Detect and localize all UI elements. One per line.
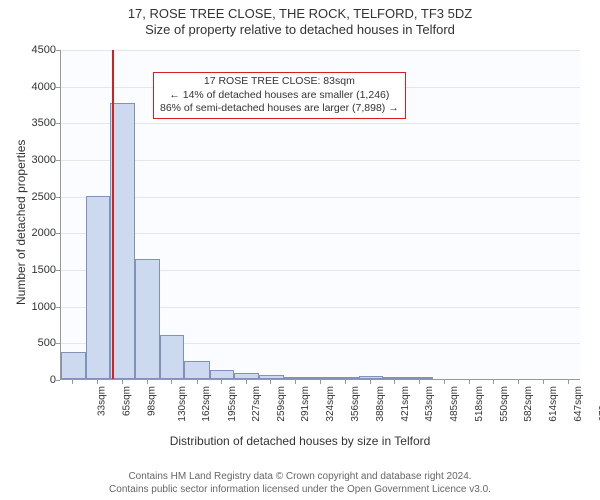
y-tick-label: 4000 (6, 81, 56, 93)
x-tick-label: 324sqm (326, 386, 337, 422)
x-tick-mark (568, 380, 569, 384)
gridline (61, 50, 580, 51)
y-tick-label: 3000 (6, 154, 56, 166)
x-tick-mark (469, 380, 470, 384)
footnote: Contains HM Land Registry data © Crown c… (0, 471, 600, 496)
x-tick-mark (345, 380, 346, 384)
x-tick-label: 130sqm (177, 386, 188, 422)
x-tick-label: 518sqm (474, 386, 485, 422)
x-tick-mark (197, 380, 198, 384)
x-tick-mark (72, 380, 73, 384)
histogram-bar (284, 377, 309, 379)
x-tick-mark (295, 380, 296, 384)
y-tick-label: 2500 (6, 191, 56, 203)
title-line-1: 17, ROSE TREE CLOSE, THE ROCK, TELFORD, … (0, 6, 600, 22)
histogram-bar (184, 361, 209, 379)
annotation-line-1: 17 ROSE TREE CLOSE: 83sqm (160, 75, 399, 89)
histogram-bar (86, 196, 111, 379)
x-tick-label: 647sqm (573, 386, 584, 422)
x-tick-label: 421sqm (400, 386, 411, 422)
histogram-bar (160, 335, 185, 379)
title-block: 17, ROSE TREE CLOSE, THE ROCK, TELFORD, … (0, 0, 600, 39)
x-tick-label: 291sqm (300, 386, 311, 422)
annotation-line-2: ← 14% of detached houses are smaller (1,… (160, 89, 399, 103)
x-tick-label: 614sqm (548, 386, 559, 422)
x-tick-mark (518, 380, 519, 384)
x-tick-mark (147, 380, 148, 384)
x-axis-title: Distribution of detached houses by size … (0, 434, 600, 448)
x-tick-label: 582sqm (523, 386, 534, 422)
x-tick-mark (270, 380, 271, 384)
histogram-bar (259, 375, 284, 379)
x-tick-mark (97, 380, 98, 384)
histogram-bar (359, 376, 384, 379)
y-tick-label: 2000 (6, 227, 56, 239)
x-tick-label: 388sqm (375, 386, 386, 422)
x-tick-mark (394, 380, 395, 384)
x-tick-mark (493, 380, 494, 384)
x-tick-label: 259sqm (276, 386, 287, 422)
plot-area: 17 ROSE TREE CLOSE: 83sqm ← 14% of detac… (60, 50, 580, 380)
footnote-line-1: Contains HM Land Registry data © Crown c… (0, 471, 600, 484)
histogram-bar (408, 377, 433, 379)
x-tick-mark (370, 380, 371, 384)
gridline (61, 123, 580, 124)
x-tick-label: 195sqm (227, 386, 238, 422)
y-tick-label: 3500 (6, 117, 56, 129)
gridline (61, 197, 580, 198)
histogram-bar (309, 377, 334, 379)
y-tick-label: 1000 (6, 301, 56, 313)
annotation-line-3: 86% of semi-detached houses are larger (… (160, 102, 399, 116)
x-tick-label: 162sqm (201, 386, 212, 422)
histogram-bar (210, 370, 235, 379)
x-tick-mark (122, 380, 123, 384)
x-tick-mark (543, 380, 544, 384)
histogram-bar (333, 377, 358, 379)
gridline (61, 233, 580, 234)
x-tick-label: 485sqm (449, 386, 460, 422)
x-tick-mark (171, 380, 172, 384)
histogram-bar (383, 377, 408, 379)
x-tick-label: 65sqm (121, 386, 132, 416)
gridline (61, 160, 580, 161)
x-tick-mark (221, 380, 222, 384)
x-tick-label: 550sqm (499, 386, 510, 422)
chart: Number of detached properties 0500100015… (0, 42, 600, 442)
title-line-2: Size of property relative to detached ho… (0, 22, 600, 38)
annotation-box: 17 ROSE TREE CLOSE: 83sqm ← 14% of detac… (153, 72, 406, 119)
histogram-bar (135, 259, 160, 379)
reference-line (112, 50, 114, 379)
y-tick-label: 1500 (6, 264, 56, 276)
x-tick-mark (246, 380, 247, 384)
y-tick-label: 500 (6, 337, 56, 349)
histogram-bar (234, 373, 259, 379)
x-tick-mark (419, 380, 420, 384)
x-tick-label: 33sqm (97, 386, 108, 416)
histogram-bar (110, 103, 135, 379)
x-tick-label: 227sqm (251, 386, 262, 422)
x-tick-label: 98sqm (147, 386, 158, 416)
page-root: 17, ROSE TREE CLOSE, THE ROCK, TELFORD, … (0, 0, 600, 500)
histogram-bar (61, 352, 86, 379)
x-tick-label: 453sqm (424, 386, 435, 422)
x-tick-mark (320, 380, 321, 384)
x-tick-label: 356sqm (350, 386, 361, 422)
x-tick-mark (444, 380, 445, 384)
footnote-line-2: Contains public sector information licen… (0, 484, 600, 497)
y-tick-label: 0 (6, 374, 56, 386)
y-tick-mark (56, 380, 60, 381)
y-tick-label: 4500 (6, 44, 56, 56)
